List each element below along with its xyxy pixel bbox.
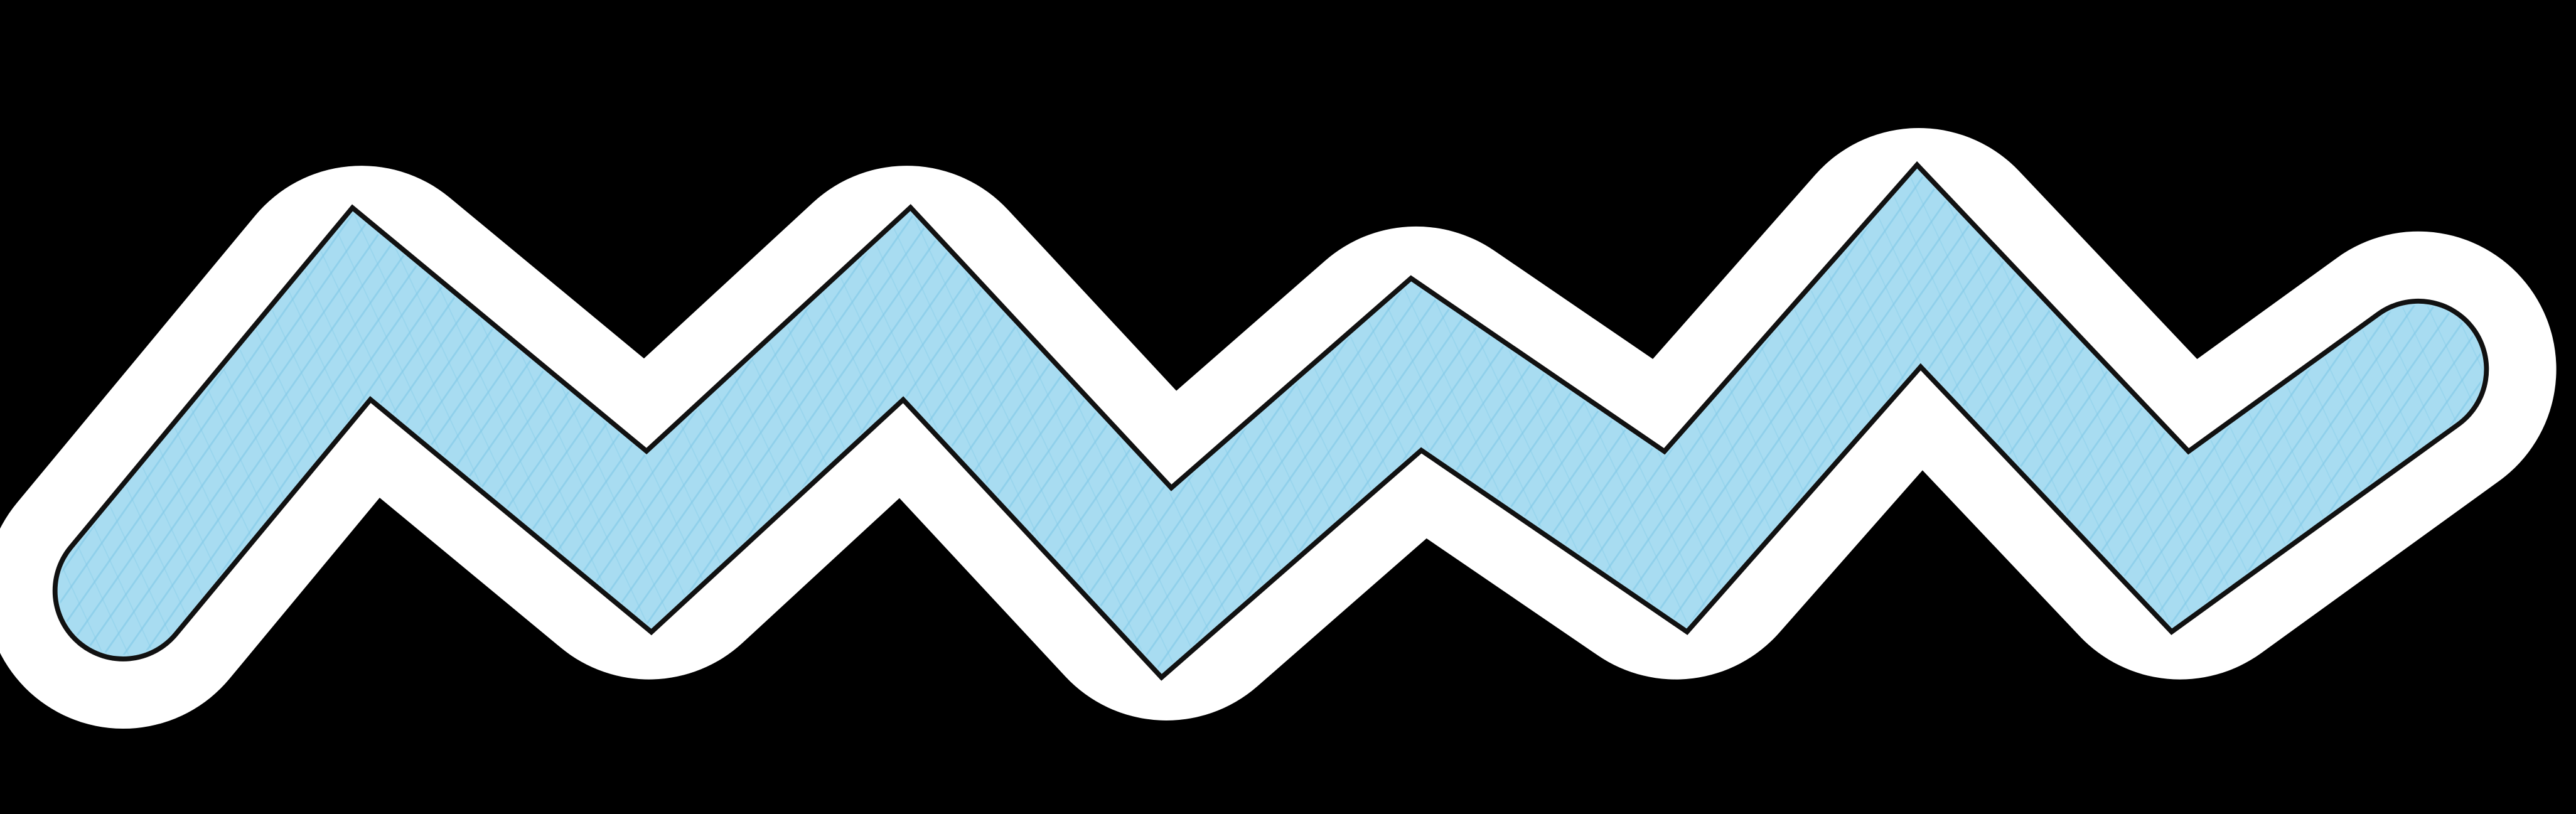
crayon-texture-cross bbox=[59, 171, 2482, 672]
